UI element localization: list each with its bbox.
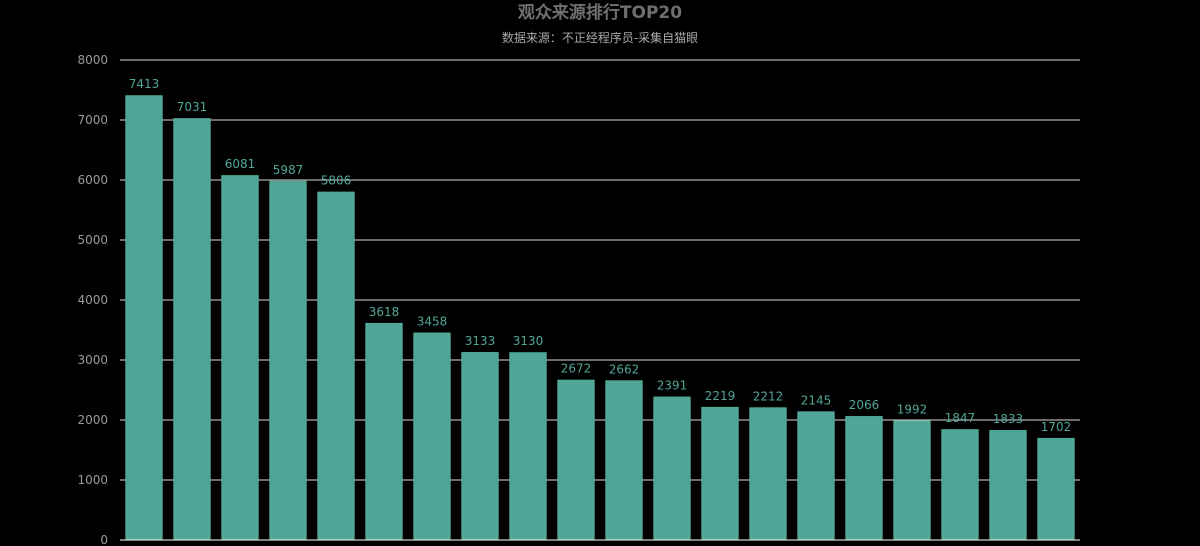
bar: [413, 332, 451, 540]
y-tick-label: 4000: [77, 293, 108, 307]
y-tick-label: 8000: [77, 53, 108, 67]
bar-value-label: 1702: [1041, 420, 1072, 434]
bar-value-label: 7413: [129, 77, 160, 91]
bar: [941, 429, 979, 540]
bar-value-label: 2145: [801, 393, 832, 407]
bar-value-label: 5806: [321, 174, 352, 188]
y-tick-label: 5000: [77, 233, 108, 247]
bar: [317, 191, 355, 540]
bar-value-label: 1992: [897, 402, 928, 416]
y-tick-label: 7000: [77, 113, 108, 127]
bar: [653, 396, 691, 540]
bar: [173, 118, 211, 540]
bar: [989, 430, 1027, 540]
bars: [125, 95, 1075, 540]
y-tick-label: 0: [100, 533, 108, 546]
bar-value-label: 3618: [369, 305, 400, 319]
bar: [557, 379, 595, 540]
bar-value-label: 7031: [177, 100, 208, 114]
bar-value-label: 3133: [465, 334, 496, 348]
bar-value-label: 1833: [993, 412, 1024, 426]
bar-value-label: 3458: [417, 315, 448, 329]
bar-value-label: 6081: [225, 157, 256, 171]
bar-value-label: 2219: [705, 389, 736, 403]
y-tick-label: 3000: [77, 353, 108, 367]
chart-title: 观众来源排行TOP20: [517, 2, 682, 23]
y-tick-label: 6000: [77, 173, 108, 187]
bar: [701, 406, 739, 540]
bar-value-label: 5987: [273, 163, 304, 177]
bar-value-label: 2662: [609, 362, 640, 376]
bar: [461, 352, 499, 540]
bar-value-label: 2212: [753, 389, 784, 403]
bar: [749, 407, 787, 540]
bar: [269, 180, 307, 540]
bar: [605, 380, 643, 540]
bar: [845, 416, 883, 540]
y-tick-label: 1000: [77, 473, 108, 487]
bar: [221, 175, 259, 540]
bar: [365, 322, 403, 540]
bar: [797, 411, 835, 540]
bar: [1037, 437, 1075, 540]
y-tick-label: 2000: [77, 413, 108, 427]
bar-value-label: 2672: [561, 362, 592, 376]
bar: [893, 420, 931, 540]
bar: [125, 95, 163, 540]
bar-value-label: 3130: [513, 334, 544, 348]
bar-value-label: 2066: [849, 398, 880, 412]
data-labels: 7413 7031 6081 5987 5806 3618 3458 3133 3130 2672…: [129, 77, 1072, 434]
bar: [509, 352, 547, 540]
y-axis-ticks: 0 1000 2000 3000 4000 5000 6000 7000 8000: [77, 53, 108, 546]
grid-lines: [120, 59, 1080, 481]
chart-subtitle: 数据来源：不正经程序员-采集自猫眼: [502, 30, 698, 45]
bar-value-label: 1847: [945, 411, 976, 425]
bar-value-label: 2391: [657, 379, 688, 393]
